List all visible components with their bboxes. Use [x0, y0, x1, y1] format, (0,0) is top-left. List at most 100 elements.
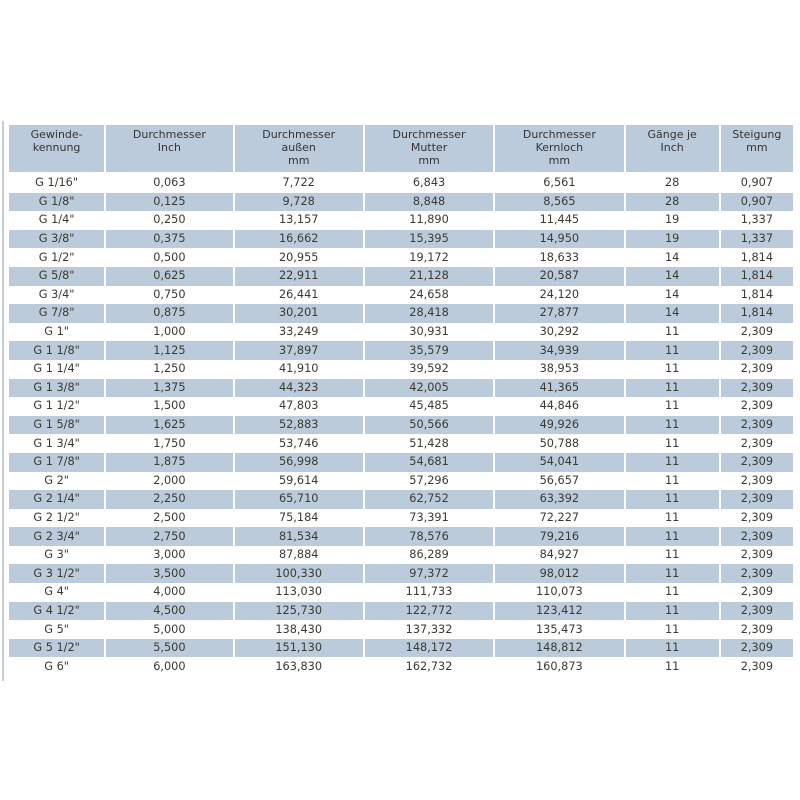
cell-durchmesser-inch: 1,125 [106, 341, 233, 360]
cell-durchmesser-mutter: 50,566 [364, 415, 494, 435]
cell-durchmesser-mutter: 78,576 [364, 527, 494, 546]
cell-steigung: 2,309 [720, 378, 793, 398]
table-row: G 1/16" 0,063 7,722 6,843 6,561 28 0,907 [9, 174, 793, 193]
cell-durchmesser-mutter: 35,579 [364, 341, 494, 360]
header-line: außen [281, 141, 316, 154]
cell-durchmesser-inch: 4,000 [153, 585, 186, 599]
cell-durchmesser-aussen: 33,249 [278, 325, 319, 339]
cell-durchmesser-kernloch: 98,012 [495, 564, 624, 584]
cell-gaenge-je-inch: 14 [664, 287, 680, 301]
cell-gaenge-je-inch: 11 [664, 510, 680, 524]
cell-durchmesser-mutter: 162,732 [405, 659, 453, 673]
cell-durchmesser-inch: 0,625 [106, 266, 233, 286]
cell-durchmesser-inch: 1,375 [106, 378, 233, 398]
table-row: G 4 1/2" 4,500 125,730 122,772 123,412 11 2,30… [9, 601, 793, 621]
cell-gewindekennung: G 5/8" [9, 266, 105, 286]
cell-steigung: 1,814 [720, 266, 793, 286]
table-row: G 4" 4,000 113,030 111,733 110,073 11 2,309 [9, 583, 793, 602]
table-row: G 2 1/4" 2,250 65,710 62,752 63,392 11 2,309 [9, 490, 793, 509]
cell-gaenge-je-inch: 14 [625, 266, 719, 286]
cell-durchmesser-kernloch: 135,473 [536, 622, 583, 636]
table-row: G 1 1/2" 1,500 47,803 45,485 44,846 11 2,309 [9, 397, 793, 416]
cell-gaenge-je-inch: 11 [664, 362, 680, 376]
cell-gewindekennung: G 2 1/4" [9, 490, 105, 509]
cell-gaenge-je-inch: 11 [625, 564, 719, 584]
cell-gewindekennung: G 1/2" [38, 250, 75, 264]
cell-durchmesser-mutter: 30,931 [409, 325, 449, 339]
cell-gewindekennung: G 1 3/4" [33, 436, 80, 450]
cell-durchmesser-aussen: 100,330 [234, 564, 363, 584]
column-header-gaenge-je-inch: Gänge je Inch [625, 125, 719, 174]
cell-gaenge-je-inch: 14 [664, 250, 680, 264]
table-row: G 2" 2,000 59,614 57,296 56,657 11 2,309 [9, 472, 793, 491]
cell-durchmesser-mutter: 137,332 [405, 622, 453, 636]
header-line: Durchmesser [522, 128, 596, 141]
cell-gewindekennung: G 1" [44, 325, 69, 339]
cell-gewindekennung: G 1/4" [38, 213, 75, 227]
cell-durchmesser-kernloch: 18,633 [539, 250, 580, 264]
cell-durchmesser-kernloch: 110,073 [536, 585, 583, 599]
cell-durchmesser-inch: 0,375 [106, 229, 233, 249]
cell-steigung: 2,309 [740, 510, 774, 524]
cell-durchmesser-mutter: 148,172 [364, 638, 494, 658]
table-row: G 3 1/2" 3,500 100,330 97,372 98,012 11 2,309 [9, 564, 793, 584]
header-line: Gänge je [647, 128, 697, 141]
cell-durchmesser-kernloch: 49,926 [495, 415, 624, 435]
cell-durchmesser-kernloch: 56,657 [539, 473, 580, 487]
column-header-gewindekennung: Gewinde-kennung [9, 125, 105, 174]
cell-durchmesser-mutter: 97,372 [364, 564, 494, 584]
cell-steigung: 2,309 [740, 622, 774, 636]
cell-durchmesser-mutter: 28,418 [364, 304, 494, 323]
cell-durchmesser-inch: 2,750 [106, 527, 233, 546]
cell-durchmesser-aussen: 20,955 [278, 250, 319, 264]
table-row: G 6" 6,000 163,830 162,732 160,873 11 2,309 [9, 657, 793, 676]
cell-gewindekennung: G 1/8" [9, 192, 105, 212]
cell-durchmesser-kernloch: 63,392 [495, 490, 624, 509]
cell-durchmesser-mutter: 73,391 [409, 510, 449, 524]
cell-durchmesser-mutter: 111,733 [405, 585, 453, 599]
cell-steigung: 1,814 [740, 287, 774, 301]
cell-durchmesser-inch: 0,125 [106, 192, 233, 212]
cell-durchmesser-aussen: 37,897 [234, 341, 363, 360]
cell-gaenge-je-inch: 11 [625, 527, 719, 546]
cell-durchmesser-mutter: 57,296 [409, 473, 449, 487]
cell-durchmesser-aussen: 26,441 [278, 287, 319, 301]
cell-steigung: 2,309 [740, 436, 774, 450]
cell-durchmesser-aussen: 163,830 [275, 659, 323, 673]
cell-steigung: 2,309 [720, 341, 793, 360]
table-row: G 5/8" 0,625 22,911 21,128 20,587 14 1,814 [9, 266, 793, 286]
cell-durchmesser-aussen: 7,722 [282, 176, 315, 190]
cell-gaenge-je-inch: 11 [625, 638, 719, 658]
header-line: kennung [32, 141, 81, 154]
cell-durchmesser-aussen: 65,710 [234, 490, 363, 509]
header-line: Kernloch [535, 141, 584, 154]
cell-durchmesser-inch: 5,000 [153, 622, 186, 636]
cell-gewindekennung: G 5" [44, 622, 69, 636]
cell-durchmesser-mutter: 15,395 [364, 229, 494, 249]
cell-durchmesser-aussen: 138,430 [275, 622, 323, 636]
header-line: Mutter [410, 141, 448, 154]
cell-steigung: 0,907 [740, 176, 774, 190]
cell-durchmesser-inch: 1,875 [106, 452, 233, 472]
cell-durchmesser-mutter: 62,752 [364, 490, 494, 509]
cell-durchmesser-kernloch: 160,873 [536, 659, 583, 673]
cell-steigung: 2,309 [740, 659, 774, 673]
cell-gaenge-je-inch: 11 [664, 473, 680, 487]
cell-gaenge-je-inch: 28 [625, 192, 719, 212]
cell-steigung: 2,309 [740, 325, 774, 339]
cell-gewindekennung: G 2" [44, 473, 69, 487]
cell-steigung: 2,309 [740, 548, 774, 562]
cell-durchmesser-aussen: 41,910 [278, 362, 319, 376]
cell-durchmesser-inch: 6,000 [153, 659, 186, 673]
cell-gewindekennung: G 1/16" [35, 176, 79, 190]
header-line: mm [746, 141, 768, 154]
table-row: G 2 3/4" 2,750 81,534 78,576 79,216 11 2,309 [9, 527, 793, 546]
cell-gaenge-je-inch: 11 [664, 325, 680, 339]
header-line: Durchmesser [132, 128, 206, 141]
table-row: G 1 3/8" 1,375 44,323 42,005 41,365 11 2,309 [9, 378, 793, 398]
cell-durchmesser-aussen: 22,911 [234, 266, 363, 286]
table-row: G 1 7/8" 1,875 56,998 54,681 54,041 11 2,309 [9, 452, 793, 472]
header-line: mm [548, 154, 571, 167]
table-row: G 1 1/4" 1,250 41,910 39,592 38,953 11 2,309 [9, 360, 793, 379]
table-row: G 5" 5,000 138,430 137,332 135,473 11 2,309 [9, 620, 793, 639]
